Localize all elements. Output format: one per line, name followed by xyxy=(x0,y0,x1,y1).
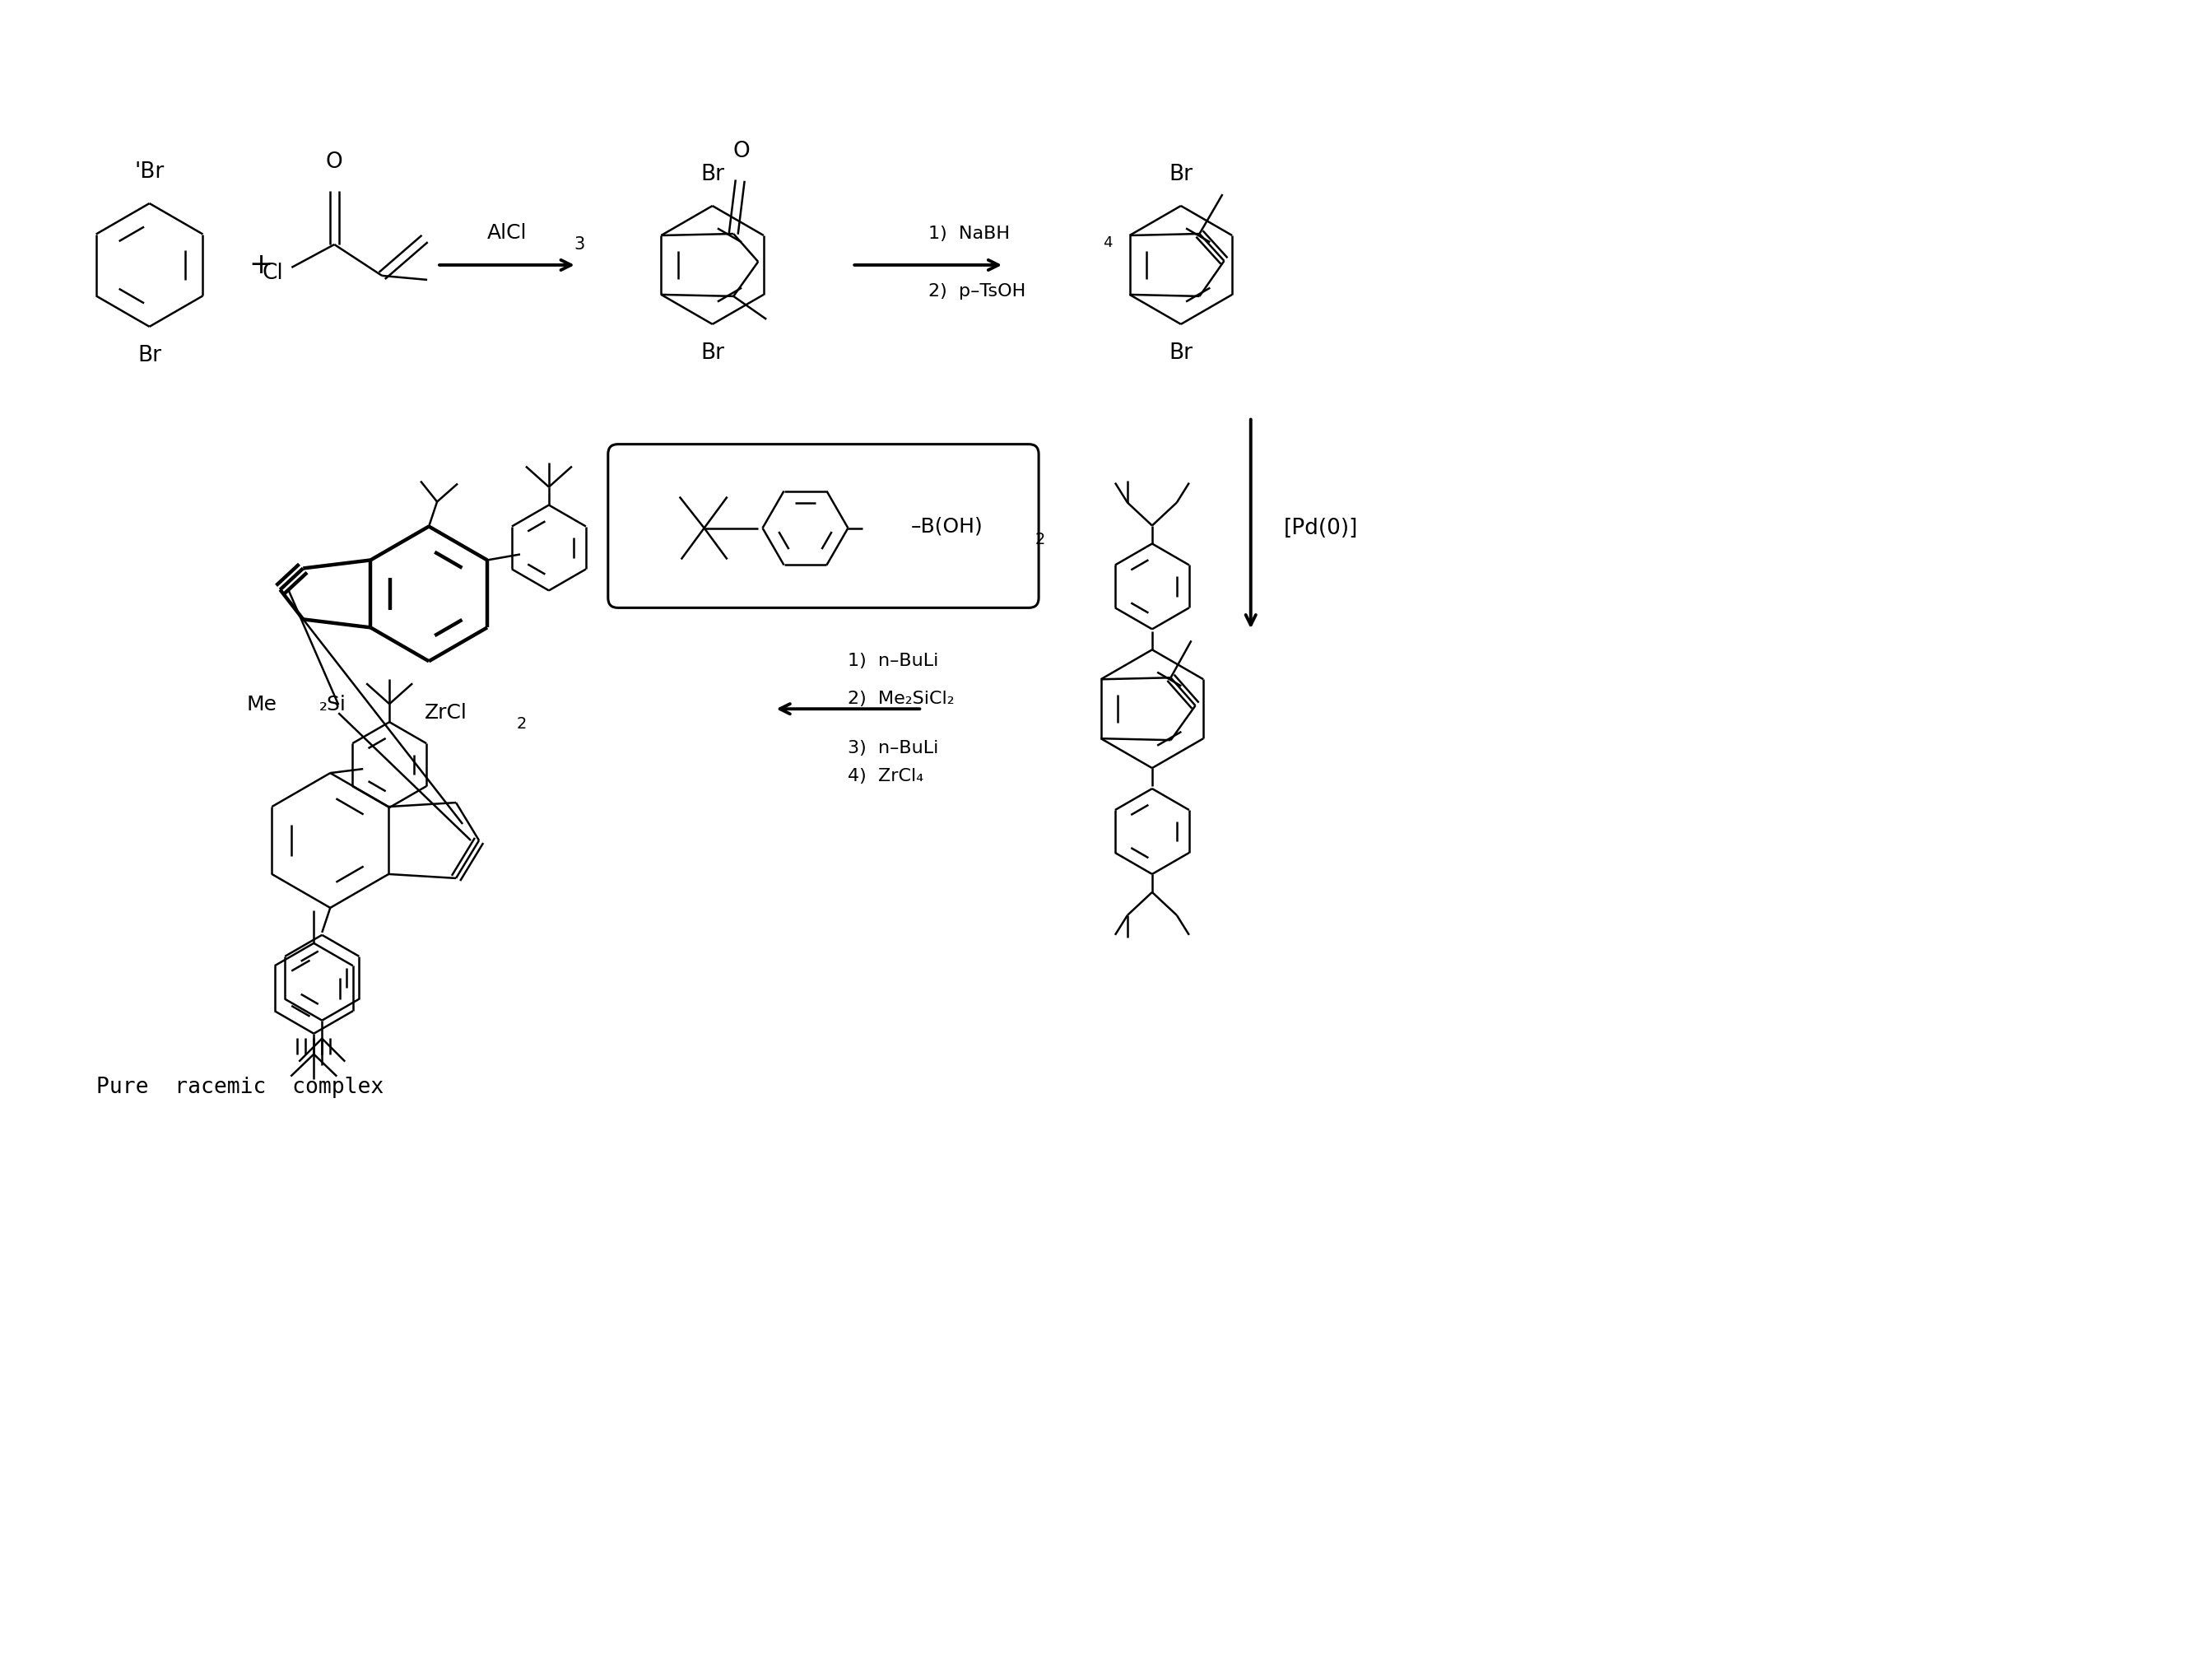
Text: –B(OH): –B(OH) xyxy=(911,516,983,536)
Text: Cl: Cl xyxy=(263,262,283,284)
Text: 1)  NaBH: 1) NaBH xyxy=(929,225,1010,242)
Text: +: + xyxy=(247,250,272,279)
Text: Br: Br xyxy=(701,343,725,363)
Text: Br: Br xyxy=(701,165,725,185)
Text: 2: 2 xyxy=(1036,533,1045,548)
Text: 3)  n–BuLi: 3) n–BuLi xyxy=(848,741,940,756)
Text: 2: 2 xyxy=(517,716,528,731)
Text: 4)  ZrCl₄: 4) ZrCl₄ xyxy=(848,768,924,785)
Text: Me: Me xyxy=(245,696,276,714)
Text: 'Br: 'Br xyxy=(134,161,164,183)
FancyBboxPatch shape xyxy=(609,444,1038,608)
Text: O: O xyxy=(734,141,751,163)
Text: Br: Br xyxy=(1169,343,1194,363)
Text: 1)  n–BuLi: 1) n–BuLi xyxy=(848,654,940,669)
Text: ZrCl: ZrCl xyxy=(425,704,466,722)
Text: Br: Br xyxy=(138,344,162,366)
Text: [Pd(0)]: [Pd(0)] xyxy=(1283,517,1358,539)
Text: O: O xyxy=(326,151,344,173)
Text: Br: Br xyxy=(1169,165,1194,185)
Text: 3: 3 xyxy=(574,237,585,252)
Text: 2)  p–TsOH: 2) p–TsOH xyxy=(929,284,1025,299)
Text: 2)  Me₂SiCl₂: 2) Me₂SiCl₂ xyxy=(848,690,955,707)
Text: AlCl: AlCl xyxy=(486,223,528,244)
Text: Pure  racemic  complex: Pure racemic complex xyxy=(96,1077,383,1097)
Text: 4: 4 xyxy=(1104,235,1113,250)
Text: ₂Si: ₂Si xyxy=(320,696,346,714)
